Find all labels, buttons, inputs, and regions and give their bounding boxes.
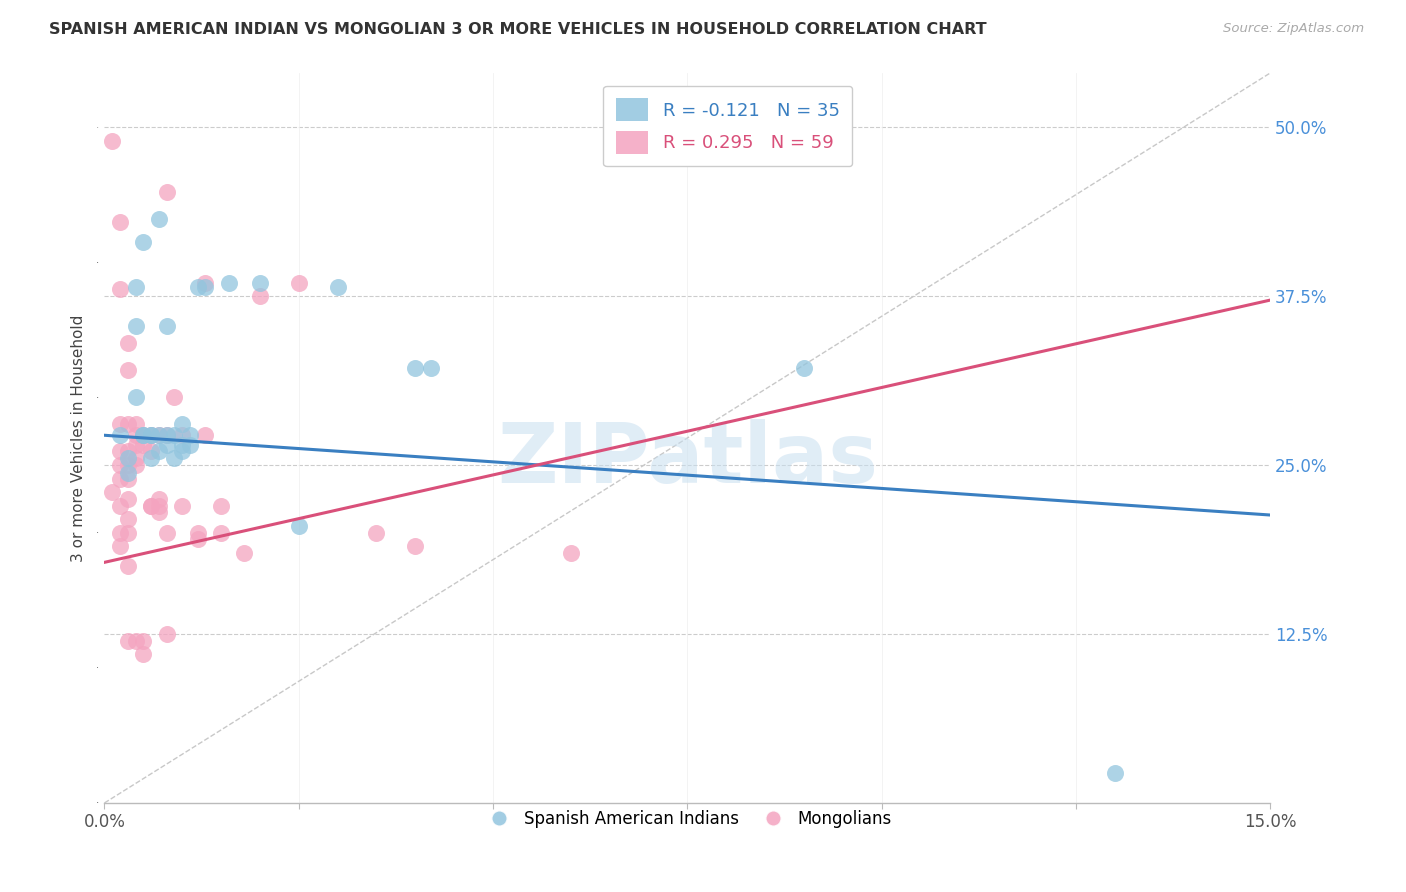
Point: [249, 289, 271, 303]
Point: [148, 428, 170, 442]
Point: [117, 363, 139, 377]
Point: [117, 451, 139, 466]
Point: [218, 276, 240, 290]
Point: [194, 276, 217, 290]
Point: [117, 444, 139, 458]
Point: [117, 466, 139, 480]
Point: [108, 499, 131, 513]
Point: [132, 647, 155, 661]
Point: [132, 438, 155, 452]
Point: [132, 235, 155, 249]
Point: [156, 428, 179, 442]
Point: [139, 428, 162, 442]
Point: [124, 318, 146, 333]
Point: [124, 279, 146, 293]
Point: [108, 428, 131, 442]
Point: [148, 211, 170, 226]
Point: [194, 279, 217, 293]
Point: [209, 499, 232, 513]
Point: [108, 215, 131, 229]
Point: [209, 525, 232, 540]
Point: [560, 546, 582, 560]
Point: [172, 438, 194, 452]
Point: [163, 428, 186, 442]
Point: [172, 417, 194, 432]
Point: [108, 471, 131, 485]
Point: [124, 438, 146, 452]
Point: [139, 499, 162, 513]
Point: [156, 438, 179, 452]
Point: [101, 134, 124, 148]
Point: [117, 633, 139, 648]
Point: [139, 499, 162, 513]
Point: [156, 627, 179, 641]
Point: [108, 444, 131, 458]
Point: [124, 428, 146, 442]
Point: [108, 282, 131, 296]
Point: [148, 444, 170, 458]
Point: [287, 519, 309, 533]
Point: [108, 539, 131, 553]
Point: [108, 417, 131, 432]
Point: [132, 428, 155, 442]
Point: [117, 491, 139, 506]
Point: [419, 360, 441, 375]
Point: [163, 451, 186, 466]
Point: [117, 417, 139, 432]
Point: [108, 525, 131, 540]
Point: [139, 451, 162, 466]
Y-axis label: 3 or more Vehicles in Household: 3 or more Vehicles in Household: [72, 314, 86, 562]
Point: [117, 458, 139, 472]
Point: [124, 451, 146, 466]
Point: [124, 391, 146, 405]
Point: [156, 428, 179, 442]
Point: [156, 318, 179, 333]
Point: [187, 279, 209, 293]
Point: [148, 505, 170, 519]
Point: [194, 428, 217, 442]
Point: [117, 559, 139, 574]
Point: [132, 428, 155, 442]
Point: [249, 276, 271, 290]
Point: [148, 491, 170, 506]
Point: [179, 428, 201, 442]
Point: [124, 417, 146, 432]
Point: [156, 185, 179, 199]
Point: [139, 428, 162, 442]
Point: [148, 428, 170, 442]
Point: [132, 633, 155, 648]
Point: [233, 546, 256, 560]
Point: [187, 525, 209, 540]
Text: SPANISH AMERICAN INDIAN VS MONGOLIAN 3 OR MORE VEHICLES IN HOUSEHOLD CORRELATION: SPANISH AMERICAN INDIAN VS MONGOLIAN 3 O…: [49, 22, 987, 37]
Point: [163, 391, 186, 405]
Point: [172, 428, 194, 442]
Point: [132, 428, 155, 442]
Text: Source: ZipAtlas.com: Source: ZipAtlas.com: [1223, 22, 1364, 36]
Point: [366, 525, 388, 540]
Point: [404, 539, 426, 553]
Point: [139, 428, 162, 442]
Point: [139, 444, 162, 458]
Point: [156, 525, 179, 540]
Point: [404, 360, 426, 375]
Point: [124, 633, 146, 648]
Point: [793, 360, 815, 375]
Point: [172, 499, 194, 513]
Point: [187, 533, 209, 547]
Point: [108, 458, 131, 472]
Text: ZIPatlas: ZIPatlas: [496, 419, 877, 500]
Point: [287, 276, 309, 290]
Point: [1104, 766, 1126, 780]
Point: [148, 499, 170, 513]
Point: [179, 438, 201, 452]
Point: [117, 471, 139, 485]
Point: [117, 512, 139, 526]
Point: [117, 525, 139, 540]
Point: [117, 336, 139, 351]
Point: [326, 279, 349, 293]
Legend: Spanish American Indians, Mongolians: Spanish American Indians, Mongolians: [477, 804, 898, 835]
Point: [124, 458, 146, 472]
Point: [101, 485, 124, 500]
Point: [172, 444, 194, 458]
